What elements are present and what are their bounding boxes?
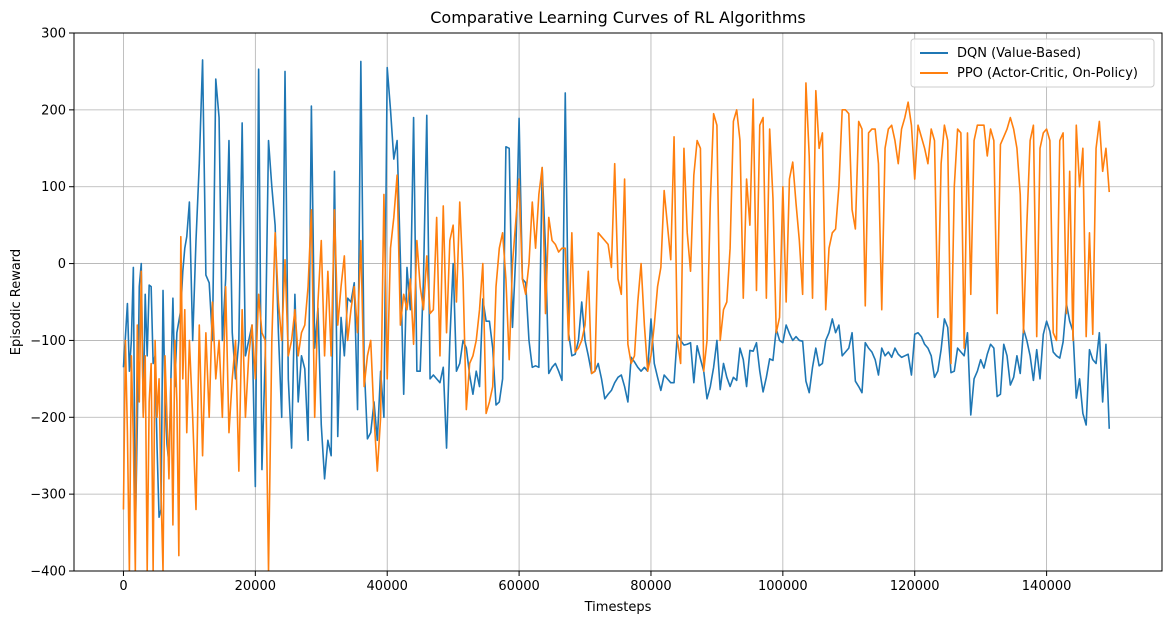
y-tick-label: 100 xyxy=(41,180,66,195)
legend: DQN (Value-Based) PPO (Actor-Critic, On-… xyxy=(910,38,1155,88)
y-tick-label: −300 xyxy=(30,488,66,503)
series-layer xyxy=(122,59,1111,571)
x-axis-label: Timesteps xyxy=(584,600,652,615)
y-axis-label: Episodic Reward xyxy=(9,249,24,355)
legend-box xyxy=(910,38,1155,88)
y-tick-label: −200 xyxy=(30,411,66,426)
y-tick-label: −400 xyxy=(30,565,66,580)
plot-background xyxy=(74,33,1162,571)
y-axis: −400 −300 −200 −100 0 100 200 300 xyxy=(30,27,74,580)
plot-frame xyxy=(73,32,1163,572)
x-tick-label: 20000 xyxy=(235,579,276,594)
x-tick-label: 60000 xyxy=(498,579,539,594)
x-tick-label: 100000 xyxy=(758,579,808,594)
x-tick-label: 0 xyxy=(119,579,127,594)
legend-label-ppo: PPO (Actor-Critic, On-Policy) xyxy=(957,66,1138,81)
series-line-ppo xyxy=(122,82,1111,571)
y-tick-label: 200 xyxy=(41,103,66,118)
y-tick-label: 0 xyxy=(58,257,66,272)
y-tick-label: −100 xyxy=(30,334,66,349)
x-tick-label: 40000 xyxy=(367,579,408,594)
x-tick-label: 140000 xyxy=(1022,579,1072,594)
legend-label-dqn: DQN (Value-Based) xyxy=(957,46,1081,61)
x-axis: 0 20000 40000 60000 80000 100000 120000 140000 xyxy=(119,571,1071,594)
y-tick-label: 300 xyxy=(41,27,66,42)
x-tick-label: 120000 xyxy=(890,579,940,594)
x-tick-label: 80000 xyxy=(630,579,671,594)
chart-title: Comparative Learning Curves of RL Algori… xyxy=(430,8,806,27)
